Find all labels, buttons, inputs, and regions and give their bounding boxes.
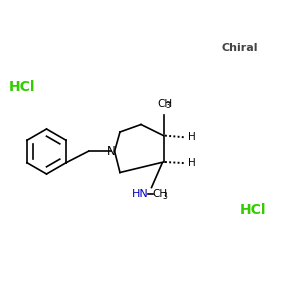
Text: N: N xyxy=(106,145,116,158)
Text: 3: 3 xyxy=(163,192,167,201)
Text: H: H xyxy=(188,158,196,168)
Text: H: H xyxy=(188,132,196,142)
Text: 3: 3 xyxy=(166,101,171,110)
Text: HCl: HCl xyxy=(9,80,35,94)
Text: CH: CH xyxy=(157,99,172,109)
Text: HCl: HCl xyxy=(240,203,266,217)
Text: CH: CH xyxy=(152,189,167,200)
Text: HN: HN xyxy=(132,189,149,200)
Text: Chiral: Chiral xyxy=(222,43,259,53)
